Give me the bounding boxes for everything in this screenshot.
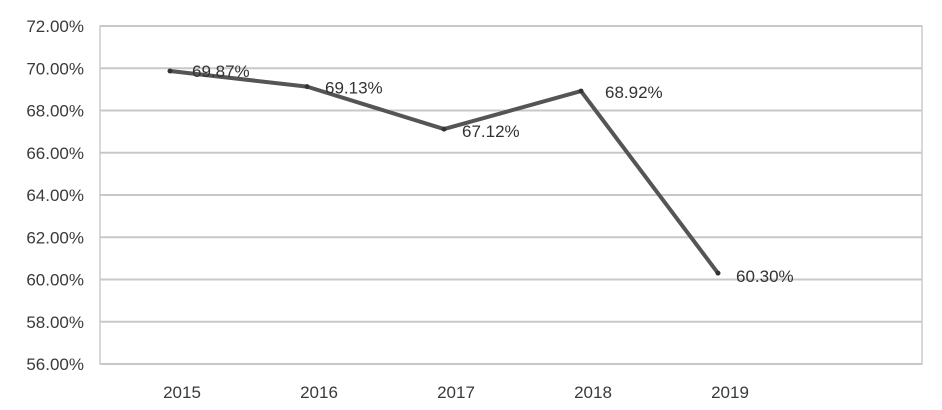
data-label: 67.12%	[462, 122, 520, 141]
series-line-group	[167, 68, 721, 276]
y-tick-label: 60.00%	[26, 271, 84, 290]
x-tick-label: 2017	[437, 383, 475, 402]
data-labels: 69.87% 69.13% 67.12% 68.92% 60.30%	[192, 62, 794, 286]
data-point	[304, 84, 310, 90]
x-tick-label: 2016	[300, 383, 338, 402]
data-point	[578, 88, 584, 94]
y-tick-label: 56.00%	[26, 355, 84, 374]
y-tick-label: 72.00%	[26, 17, 84, 36]
data-point	[715, 270, 721, 276]
y-tick-label: 66.00%	[26, 144, 84, 163]
data-label: 60.30%	[736, 267, 794, 286]
y-axis-tick-labels: 56.00% 58.00% 60.00% 62.00% 64.00% 66.00% 68.0…	[26, 17, 84, 374]
y-tick-label: 64.00%	[26, 186, 84, 205]
x-tick-label: 2019	[711, 383, 749, 402]
x-tick-label: 2015	[163, 383, 201, 402]
data-point	[167, 68, 173, 74]
y-tick-label: 62.00%	[26, 228, 84, 247]
data-point	[441, 126, 447, 132]
x-tick-label: 2018	[574, 383, 612, 402]
data-label: 69.13%	[325, 79, 383, 98]
y-tick-label: 70.00%	[26, 59, 84, 78]
x-axis-tick-labels: 2015 2016 2017 2018 2019	[163, 383, 749, 402]
gridlines	[100, 25, 922, 365]
y-tick-label: 58.00%	[26, 313, 84, 332]
data-label: 68.92%	[605, 83, 663, 102]
y-tick-label: 68.00%	[26, 102, 84, 121]
data-label: 69.87%	[192, 62, 250, 81]
